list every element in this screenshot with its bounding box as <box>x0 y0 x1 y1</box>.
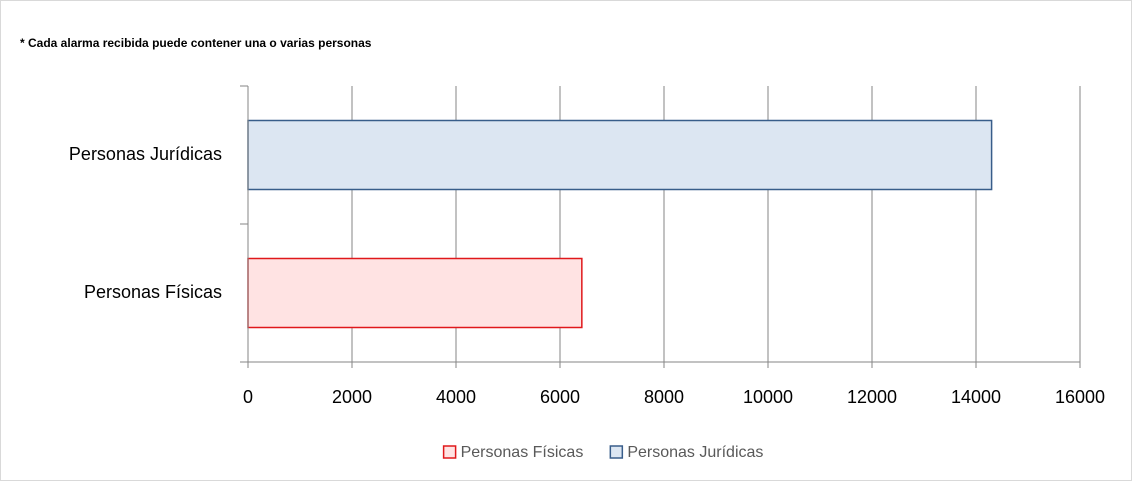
bar <box>247 119 993 191</box>
legend-label: Personas Físicas <box>461 444 584 461</box>
x-tick-label: 6000 <box>540 387 580 407</box>
legend-swatch <box>442 445 457 459</box>
x-tick-label: 2000 <box>332 387 372 407</box>
bar <box>247 257 583 329</box>
y-tick-label: Personas Físicas <box>84 282 222 302</box>
legend-swatch <box>609 445 624 459</box>
y-tick-label: Personas Jurídicas <box>69 144 222 164</box>
x-tick-label: 8000 <box>644 387 684 407</box>
chart-title: * Cada alarma recibida puede contener un… <box>20 36 372 50</box>
x-tick-label: 14000 <box>951 387 1001 407</box>
x-tick-label: 4000 <box>436 387 476 407</box>
x-tick-label: 0 <box>243 387 253 407</box>
legend-label: Personas Jurídicas <box>627 444 763 461</box>
x-tick-label: 12000 <box>847 387 897 407</box>
x-tick-label: 10000 <box>743 387 793 407</box>
x-tick-label: 16000 <box>1055 387 1105 407</box>
